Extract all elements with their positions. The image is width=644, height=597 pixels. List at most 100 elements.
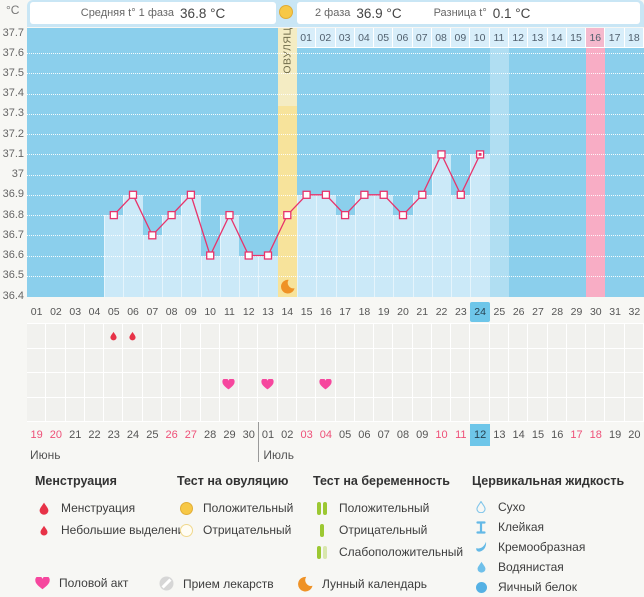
phase2-day-cell[interactable]: 16 bbox=[586, 28, 606, 48]
calendar-date-cell[interactable]: 16 bbox=[551, 429, 564, 441]
cycle-day-cell[interactable]: 21 bbox=[416, 306, 429, 318]
calendar-date-cell[interactable]: 07 bbox=[377, 429, 390, 441]
calendar-date-cell[interactable]: 01 bbox=[261, 429, 275, 441]
temp-point[interactable] bbox=[321, 190, 331, 199]
cycle-day-cell[interactable]: 31 bbox=[609, 306, 621, 318]
calendar-date-cell[interactable]: 13 bbox=[493, 429, 506, 441]
calendar-date-cell[interactable]: 28 bbox=[204, 429, 217, 441]
calendar-date-cell[interactable]: 14 bbox=[512, 429, 525, 441]
cycle-day-cell[interactable]: 02 bbox=[50, 306, 62, 318]
phase2-day-cell[interactable]: 12 bbox=[509, 28, 529, 48]
calendar-date-cell[interactable]: 20 bbox=[49, 429, 63, 441]
calendar-date-cell[interactable]: 10 bbox=[435, 429, 448, 441]
phase2-day-cell[interactable]: 07 bbox=[412, 28, 432, 48]
calendar-date-cell[interactable]: 05 bbox=[339, 429, 352, 441]
phase2-day-cell[interactable]: 13 bbox=[528, 28, 548, 48]
calendar-date-cell[interactable]: 23 bbox=[107, 429, 120, 441]
cycle-day-cell[interactable]: 25 bbox=[493, 306, 506, 318]
calendar-date-cell[interactable]: 22 bbox=[88, 429, 101, 441]
phase2-day-cell[interactable]: 05 bbox=[374, 28, 394, 48]
temp-point[interactable] bbox=[302, 190, 311, 199]
phase2-day-cell[interactable]: 18 bbox=[624, 28, 644, 48]
phase2-day-cell[interactable]: 15 bbox=[566, 28, 587, 48]
calendar-date-cell[interactable]: 29 bbox=[223, 429, 236, 441]
calendar-date-cell[interactable]: 19 bbox=[30, 429, 43, 441]
cycle-day-cell[interactable]: 03 bbox=[69, 306, 82, 318]
phase2-day-cell[interactable]: 02 bbox=[316, 28, 336, 48]
cycle-day-cell[interactable]: 14 bbox=[281, 306, 294, 318]
temp-point[interactable] bbox=[283, 210, 292, 220]
cycle-day-cell[interactable]: 22 bbox=[435, 306, 448, 318]
phase2-day-cell[interactable]: 11 bbox=[489, 28, 510, 48]
phase2-day-cell[interactable]: 10 bbox=[470, 28, 490, 48]
temp-point[interactable] bbox=[225, 210, 234, 220]
calendar-date-cell[interactable]: 21 bbox=[69, 429, 82, 441]
cycle-day-cell[interactable]: 16 bbox=[320, 306, 332, 318]
phase2-day-cell[interactable]: 03 bbox=[335, 28, 355, 48]
calendar-date-cell[interactable]: 20 bbox=[628, 429, 641, 441]
calendar-date-cell[interactable]: 06 bbox=[358, 429, 371, 441]
temp-point[interactable] bbox=[167, 210, 176, 220]
calendar-date-cell[interactable]: 11 bbox=[455, 429, 467, 441]
cycle-day-cell[interactable]: 05 bbox=[107, 306, 120, 318]
cycle-day-cell[interactable]: 12 bbox=[242, 306, 255, 318]
temp-point[interactable] bbox=[244, 251, 253, 260]
cycle-day-cell[interactable]: 10 bbox=[204, 306, 217, 318]
calendar-date-cell[interactable]: 17 bbox=[570, 429, 583, 441]
cycle-day-cell[interactable]: 11 bbox=[224, 306, 235, 318]
cycle-day-cell[interactable]: 30 bbox=[589, 306, 602, 318]
calendar-date-cell[interactable]: 25 bbox=[146, 429, 159, 441]
cycle-day-cell[interactable]: 09 bbox=[185, 306, 197, 318]
cycle-day-cell[interactable]: 18 bbox=[358, 306, 371, 318]
calendar-date-cell[interactable]: 18 bbox=[589, 429, 602, 441]
phase2-day-cell[interactable]: 17 bbox=[605, 28, 625, 48]
temp-point[interactable] bbox=[398, 210, 408, 220]
calendar-date-cell[interactable]: 02 bbox=[281, 429, 294, 441]
temp-point[interactable] bbox=[109, 210, 118, 220]
calendar-date-cell[interactable]: 27 bbox=[184, 429, 198, 441]
calendar-date-cell[interactable]: 04 bbox=[319, 429, 332, 441]
calendar-date-cell[interactable]: 09 bbox=[416, 429, 429, 441]
cycle-day-cell[interactable]: 32 bbox=[628, 306, 641, 318]
cycle-day-cell[interactable]: 26 bbox=[512, 306, 525, 318]
calendar-date-cell[interactable]: 19 bbox=[608, 429, 622, 441]
cycle-day-cell[interactable]: 17 bbox=[339, 306, 351, 318]
cycle-day-cell[interactable]: 08 bbox=[165, 306, 178, 318]
phase2-day-cell[interactable]: 14 bbox=[547, 28, 567, 48]
temp-point[interactable] bbox=[456, 190, 465, 199]
temp-point[interactable] bbox=[186, 190, 196, 199]
cycle-day-cell[interactable]: 28 bbox=[551, 306, 564, 318]
cycle-day-cell[interactable]: 27 bbox=[532, 306, 544, 318]
temp-point[interactable] bbox=[148, 231, 157, 240]
phase2-day-cell[interactable]: 01 bbox=[296, 28, 317, 48]
cycle-day-cell[interactable]: 29 bbox=[570, 306, 583, 318]
cycle-day-cell[interactable]: 04 bbox=[88, 306, 101, 318]
phase2-day-cell[interactable]: 06 bbox=[393, 28, 413, 48]
cycle-day-cell[interactable]: 23 bbox=[454, 306, 467, 318]
phase2-day-cell[interactable]: 09 bbox=[451, 28, 471, 48]
calendar-date-cell[interactable]: 03 bbox=[300, 429, 313, 441]
cycle-day-cell[interactable]: 15 bbox=[300, 306, 313, 318]
cycle-day-cell[interactable]: 20 bbox=[397, 306, 409, 318]
cycle-day-cell[interactable]: 06 bbox=[127, 306, 139, 318]
temp-point[interactable] bbox=[379, 190, 388, 199]
phase2-day-cell[interactable]: 08 bbox=[431, 28, 452, 48]
cycle-day-cell[interactable]: 24 bbox=[470, 302, 490, 322]
temp-point[interactable] bbox=[360, 190, 369, 199]
cycle-day-cell[interactable]: 01 bbox=[30, 306, 43, 318]
calendar-date-cell[interactable]: 30 bbox=[242, 429, 255, 441]
phase2-day-cell[interactable]: 04 bbox=[354, 28, 375, 48]
temp-point[interactable] bbox=[206, 251, 215, 260]
calendar-date-cell[interactable]: 24 bbox=[126, 429, 140, 441]
cycle-day-cell[interactable]: 07 bbox=[146, 306, 159, 318]
cycle-day-cell[interactable]: 19 bbox=[377, 306, 390, 318]
temp-point[interactable] bbox=[437, 150, 446, 159]
calendar-date-cell[interactable]: 08 bbox=[396, 429, 410, 441]
temp-point[interactable] bbox=[263, 251, 273, 260]
temp-point[interactable] bbox=[418, 190, 427, 199]
cycle-day-cell[interactable]: 13 bbox=[262, 306, 274, 318]
temp-point[interactable] bbox=[340, 210, 350, 220]
calendar-date-cell[interactable]: 26 bbox=[165, 429, 178, 441]
calendar-date-cell[interactable]: 12 bbox=[470, 424, 490, 446]
calendar-date-cell[interactable]: 15 bbox=[531, 429, 545, 441]
